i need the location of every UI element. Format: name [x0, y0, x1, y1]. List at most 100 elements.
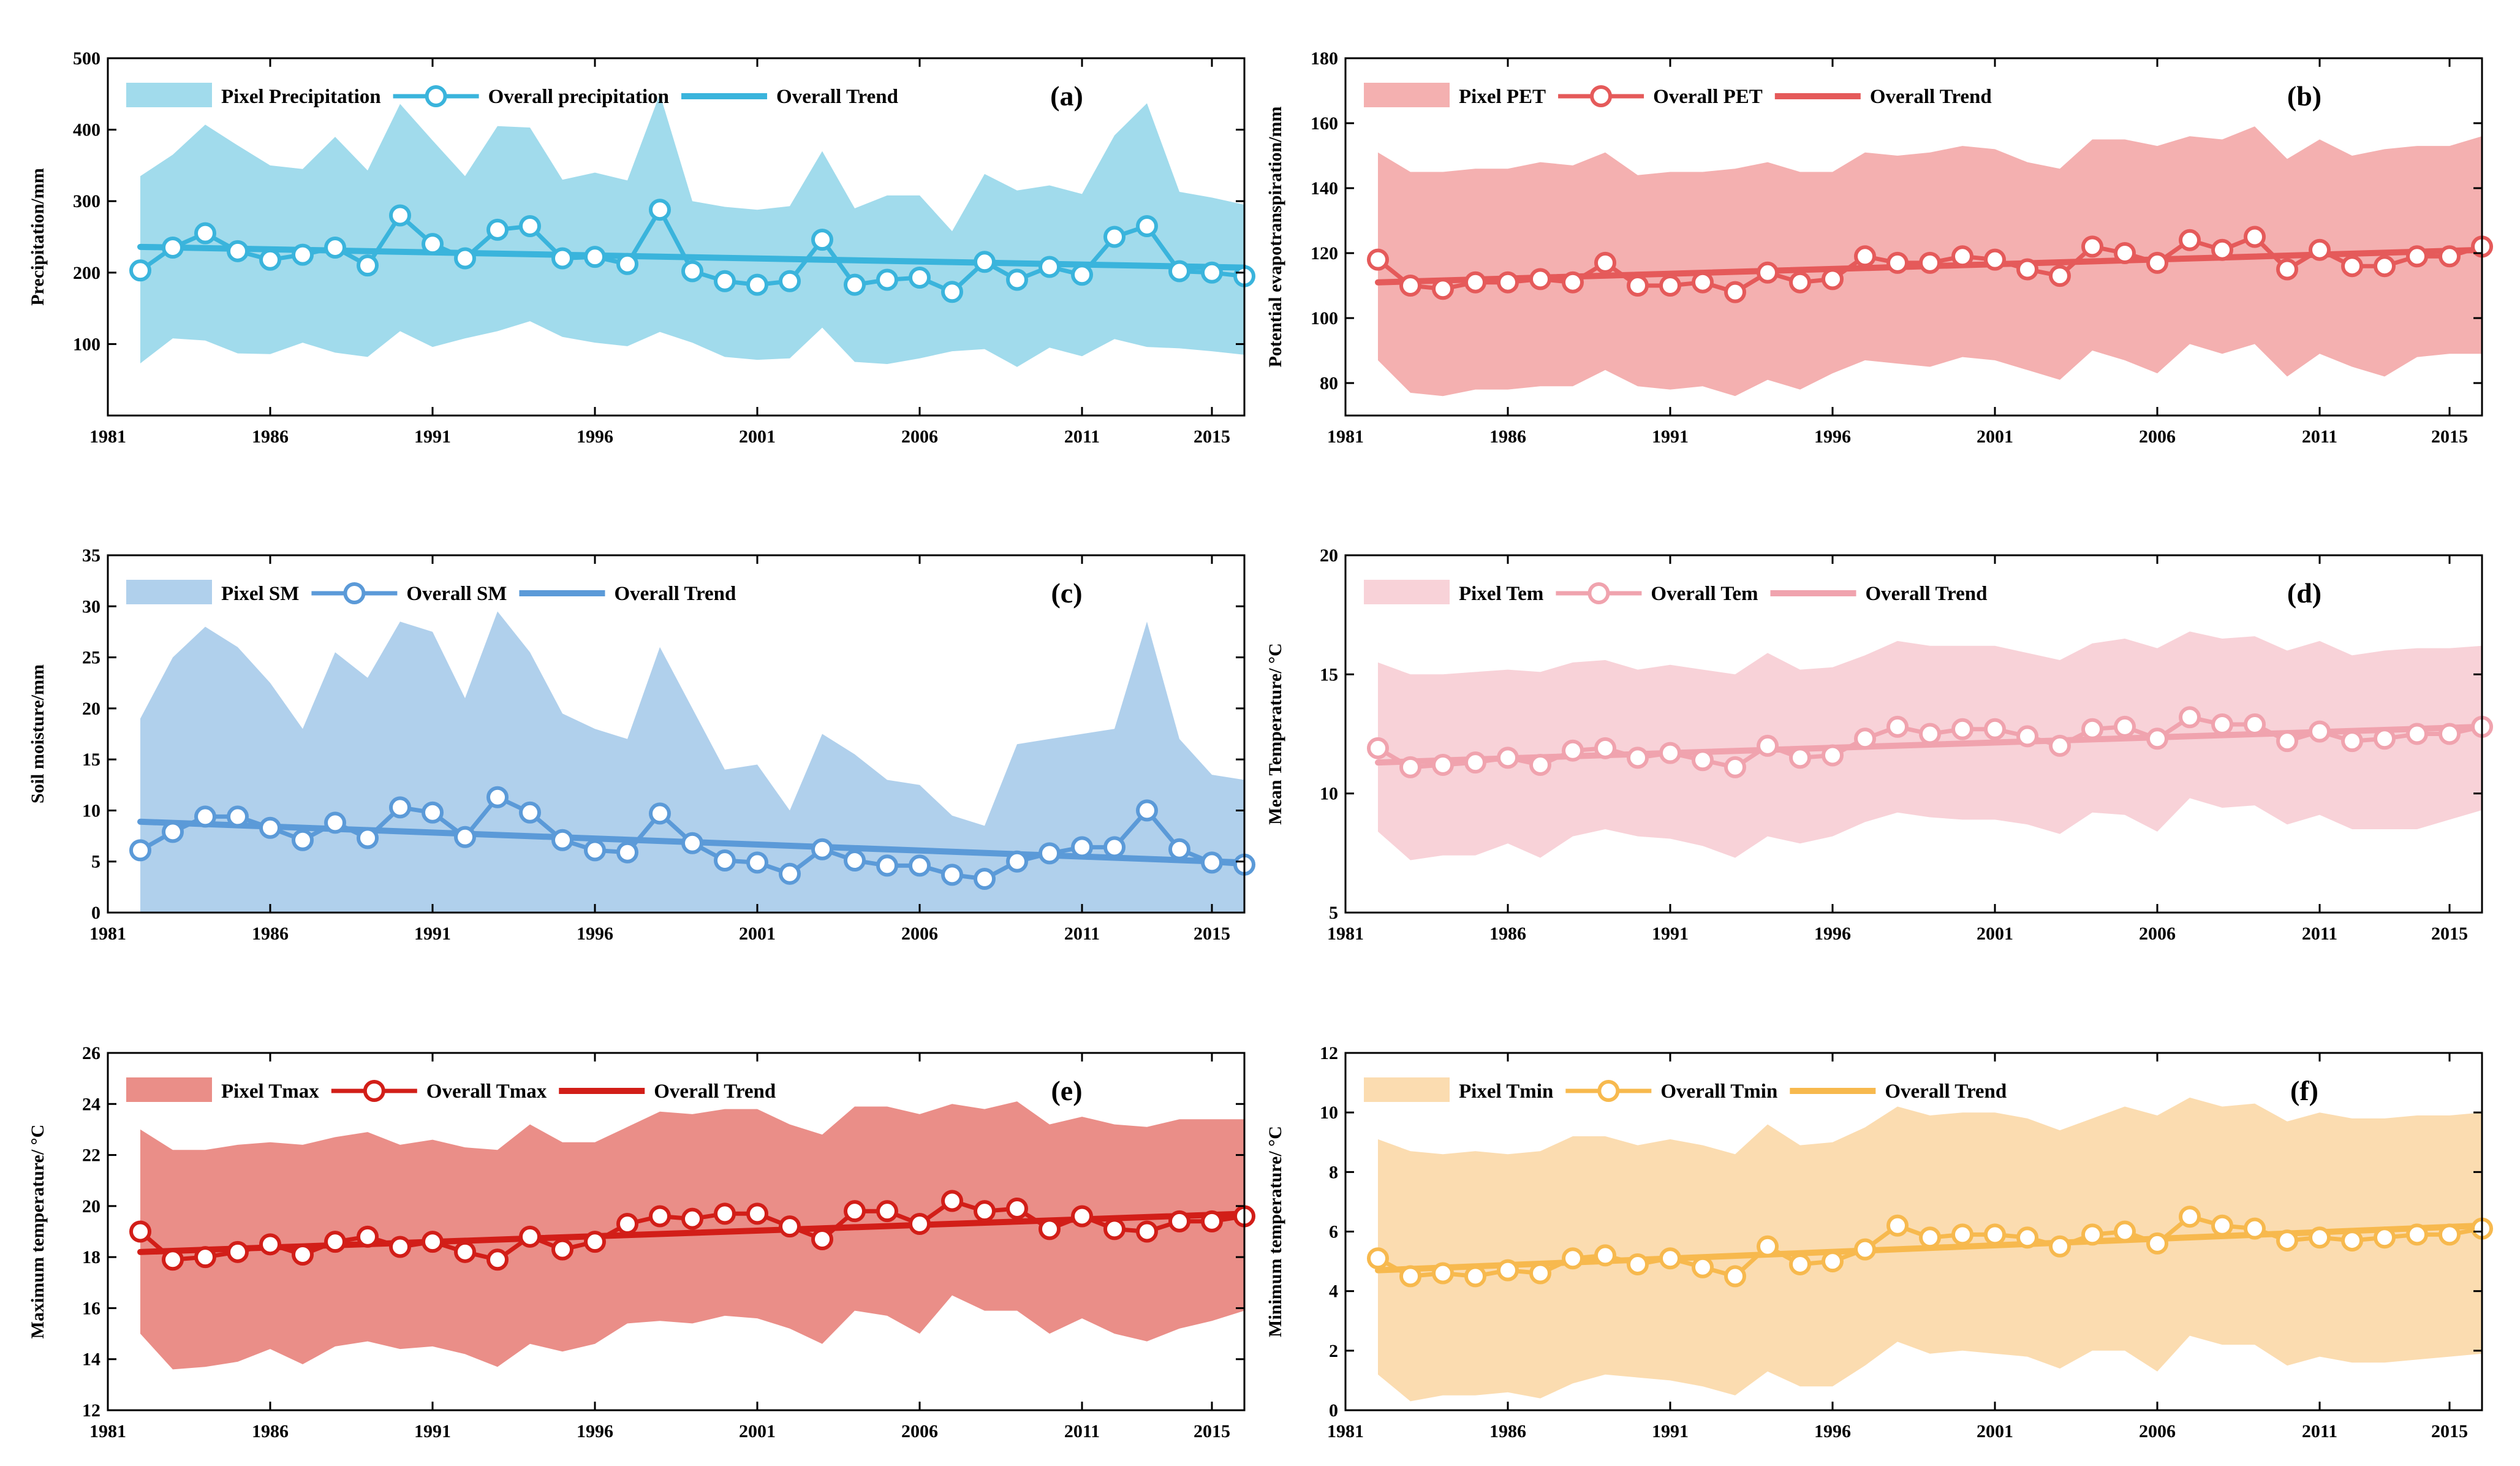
- series-marker: [1757, 1235, 1779, 1258]
- series-marker: [1627, 1253, 1649, 1275]
- y-tick-label: 12: [1320, 1043, 1338, 1063]
- series-marker: [1984, 1223, 2006, 1246]
- legend-band-swatch: [1364, 1077, 1450, 1102]
- series-marker: [746, 273, 768, 296]
- legend-trend-label: Overall Trend: [776, 86, 898, 108]
- series-marker: [2049, 1235, 2071, 1258]
- series-marker: [1757, 734, 1779, 757]
- x-tick-label: 2006: [901, 1421, 938, 1441]
- x-tick-label: 2011: [2302, 427, 2337, 447]
- series-marker: [519, 801, 541, 824]
- series-marker: [2406, 1223, 2428, 1246]
- legend-trend-label: Overall Trend: [1866, 583, 1988, 605]
- axes-frame: [1344, 57, 2483, 417]
- series-marker: [941, 864, 963, 886]
- legend-series-label: Overall PET: [1653, 86, 1763, 108]
- series-marker: [1529, 754, 1551, 777]
- series-marker: [1594, 251, 1616, 274]
- series-marker: [389, 796, 411, 819]
- axes-frame: [1344, 554, 2483, 914]
- x-tick-label: 2015: [1194, 924, 1230, 944]
- y-tick-label: 2: [1329, 1341, 1338, 1361]
- series-marker: [1432, 1262, 1454, 1285]
- x-tick-label: 1996: [577, 1421, 613, 1441]
- series-marker: [2016, 258, 2038, 281]
- series-marker: [1367, 737, 1389, 759]
- series-marker: [1854, 245, 1876, 268]
- series-marker: [422, 1231, 444, 1253]
- x-tick-label: 2015: [2431, 1421, 2468, 1441]
- y-tick-label: 10: [1320, 1103, 1338, 1123]
- series-marker: [1006, 268, 1028, 291]
- series-marker: [1659, 275, 1681, 297]
- series-marker: [324, 236, 346, 259]
- series-marker: [649, 199, 671, 221]
- y-tick-label: 22: [82, 1145, 100, 1166]
- series-marker: [1562, 739, 1584, 762]
- series-marker: [227, 240, 249, 262]
- series-marker: [1886, 1214, 1909, 1237]
- series-marker: [2341, 1229, 2363, 1252]
- panel-label: (e): [1051, 1075, 1082, 1106]
- series-marker: [1103, 226, 1126, 248]
- series-marker: [2114, 242, 2136, 264]
- legend-band-label: Pixel PET: [1459, 86, 1546, 108]
- series-marker: [227, 1240, 249, 1263]
- series-marker: [1757, 261, 1779, 284]
- y-axis-label: Soil moisture/mm: [28, 664, 48, 803]
- series-marker: [1919, 1226, 1941, 1249]
- series-marker: [1201, 1210, 1223, 1232]
- series-marker: [1071, 836, 1093, 859]
- y-tick-label: 120: [1311, 243, 1338, 264]
- x-tick-label: 2006: [901, 427, 938, 447]
- series-marker: [1724, 756, 1746, 778]
- y-tick-label: 140: [1311, 178, 1338, 199]
- legend-series-swatch-marker: [343, 582, 366, 604]
- series-marker: [844, 1200, 866, 1223]
- series-marker: [1724, 1265, 1746, 1288]
- series-marker: [389, 204, 411, 227]
- series-marker: [1919, 723, 1941, 745]
- y-axis-label: Precipitation/mm: [28, 168, 48, 305]
- legend-series-label: Overall SM: [406, 583, 507, 605]
- legend-band-label: Pixel Precipitation: [221, 86, 381, 108]
- x-tick-label: 1981: [89, 924, 126, 944]
- series-marker: [292, 829, 314, 851]
- series-marker: [1464, 271, 1486, 294]
- y-tick-label: 15: [82, 750, 100, 770]
- panel-f: 0 2 4 6 8 10 12 1981 1986 1991 1996 2001 2006 2011 201…: [1265, 1043, 2493, 1441]
- y-tick-label: 10: [82, 800, 100, 821]
- series-marker: [1886, 715, 1909, 738]
- panel-label: (a): [1050, 80, 1083, 112]
- series-marker: [1659, 742, 1681, 764]
- series-marker: [2244, 1217, 2266, 1240]
- series-marker: [1919, 251, 1941, 274]
- y-axis-label: Potential evapotranspiration/mm: [1265, 107, 1285, 368]
- series-marker: [1367, 1247, 1389, 1270]
- series-marker: [129, 839, 151, 862]
- series-marker: [292, 243, 314, 266]
- x-tick-label: 1991: [414, 924, 451, 944]
- x-tick-label: 1991: [1652, 1421, 1689, 1441]
- x-tick-label: 1981: [1327, 924, 1364, 944]
- y-tick-label: 160: [1311, 113, 1338, 134]
- series-marker: [2244, 713, 2266, 735]
- legend-band-label: Pixel SM: [221, 583, 299, 605]
- series-marker: [1168, 838, 1190, 860]
- y-tick-label: 0: [91, 903, 100, 923]
- x-tick-label: 1981: [89, 1421, 126, 1441]
- y-tick-label: 180: [1311, 48, 1338, 69]
- panel-label: (c): [1051, 577, 1082, 609]
- series-marker: [1951, 1223, 1973, 1246]
- x-tick-label: 2006: [2139, 427, 2176, 447]
- legend-series-label: Overall Tem: [1651, 583, 1758, 605]
- series-marker: [486, 218, 509, 241]
- series-marker: [2049, 265, 2071, 287]
- axes-frame: [107, 57, 1246, 417]
- series-marker: [1886, 251, 1909, 274]
- y-tick-label: 15: [1320, 664, 1338, 685]
- series-marker: [2374, 1226, 2396, 1249]
- series-marker: [2146, 1232, 2168, 1255]
- series-marker: [876, 854, 898, 877]
- series-marker: [811, 229, 833, 251]
